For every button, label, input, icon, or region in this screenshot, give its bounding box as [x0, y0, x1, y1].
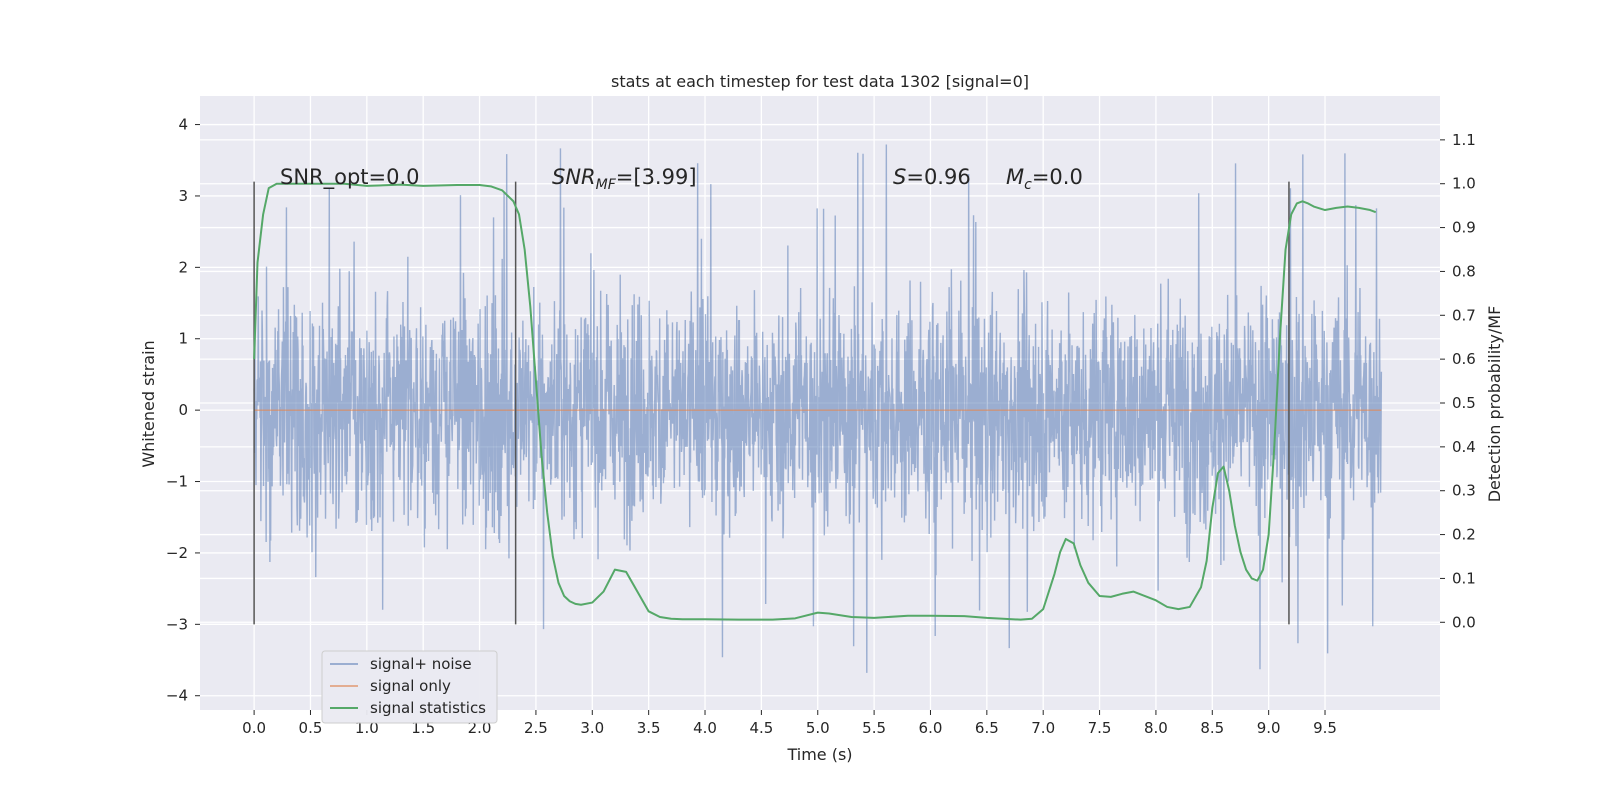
x-tick-label: 7.0	[1031, 719, 1055, 737]
y-right-tick-label: 0.3	[1452, 482, 1476, 500]
y-right-tick-label: 0.6	[1452, 350, 1476, 368]
x-tick-label: 6.5	[975, 719, 999, 737]
y-tick-label: −1	[166, 473, 188, 491]
annotation-mc-subscript: c	[1024, 177, 1032, 193]
x-tick-label: 5.0	[806, 719, 830, 737]
y-right-axis-ticks: 1.1 1.0 0.9 0.8 0.7 0.6 0.5 0.4 0.3 0.2 0.1 0.0	[1440, 131, 1476, 631]
x-tick-label: 8.5	[1200, 719, 1224, 737]
annotation-snr-mf-value: =[3.99]	[616, 165, 697, 189]
y-tick-label: 3	[178, 187, 188, 205]
y-right-tick-label: 0.8	[1452, 262, 1476, 280]
series-signal-statistics	[253, 182, 1377, 621]
y-tick-label: 0	[178, 401, 188, 419]
x-tick-label: 8.0	[1144, 719, 1168, 737]
series-signal-noise-line	[253, 144, 1383, 673]
annotation-mc: Mc=0.0	[1006, 165, 1083, 193]
annotation-mc-symbol: M	[1006, 165, 1024, 189]
y-tick-label: 2	[178, 258, 188, 276]
x-tick-label: 5.5	[862, 719, 886, 737]
x-tick-label: 3.0	[580, 719, 604, 737]
y-right-tick-label: 1.1	[1452, 131, 1476, 149]
legend-label-signal-statistics: signal statistics	[370, 699, 486, 717]
y-tick-label: −4	[166, 687, 188, 705]
x-tick-label: 0.0	[242, 719, 266, 737]
y-tick-label: 4	[178, 116, 188, 134]
y-axis-label: Whitened strain	[139, 340, 158, 467]
x-tick-label: 9.0	[1257, 719, 1281, 737]
vertical-markers	[253, 181, 1290, 625]
y-tick-label: −2	[166, 544, 188, 562]
y-right-tick-label: 0.4	[1452, 438, 1476, 456]
y-right-tick-label: 0.7	[1452, 306, 1476, 324]
x-tick-label: 7.5	[1088, 719, 1112, 737]
annotation-s: S=0.96	[893, 165, 971, 189]
annotation-snr-opt: SNR_opt=0.0	[280, 165, 420, 190]
y-right-axis-label: Detection probability/MF	[1485, 306, 1504, 503]
legend: signal+ noise signal only signal statist…	[321, 650, 498, 724]
annotation-snr-mf: SNRMF=[3.99]	[552, 165, 697, 193]
x-tick-label: 4.5	[749, 719, 773, 737]
x-tick-label: 2.5	[524, 719, 548, 737]
annotation-snr-mf-symbol: SNR	[552, 165, 596, 189]
y-right-tick-label: 0.0	[1452, 613, 1476, 631]
x-tick-label: 3.5	[637, 719, 661, 737]
x-tick-label: 6.0	[919, 719, 943, 737]
y-right-tick-label: 0.5	[1452, 394, 1476, 412]
annotation-s-symbol: S	[893, 165, 906, 189]
legend-box	[321, 650, 498, 724]
annotation-s-value: =0.96	[906, 165, 970, 189]
annotation-mc-value: =0.0	[1032, 165, 1083, 189]
series-signal-statistics-line	[253, 182, 1377, 621]
y-right-tick-label: 0.9	[1452, 219, 1476, 237]
y-tick-label: 1	[178, 330, 188, 348]
annotation-snr-mf-subscript: MF	[596, 177, 617, 193]
y-axis-ticks: 4 3 2 1 0 −1 −2 −3 −4	[166, 116, 200, 705]
y-right-tick-label: 0.2	[1452, 526, 1476, 544]
x-tick-label: 4.0	[693, 719, 717, 737]
y-right-tick-label: 0.1	[1452, 569, 1476, 587]
y-tick-label: −3	[166, 615, 188, 633]
series-signal-noise	[253, 144, 1383, 673]
y-right-tick-label: 1.0	[1452, 175, 1476, 193]
legend-label-signal-only: signal only	[370, 677, 451, 695]
x-tick-label: 9.5	[1313, 719, 1337, 737]
x-axis-label: Time (s)	[786, 745, 852, 764]
legend-label-signal-noise: signal+ noise	[370, 655, 472, 673]
chart-title: stats at each timestep for test data 130…	[611, 72, 1029, 91]
x-tick-label: 0.5	[299, 719, 323, 737]
